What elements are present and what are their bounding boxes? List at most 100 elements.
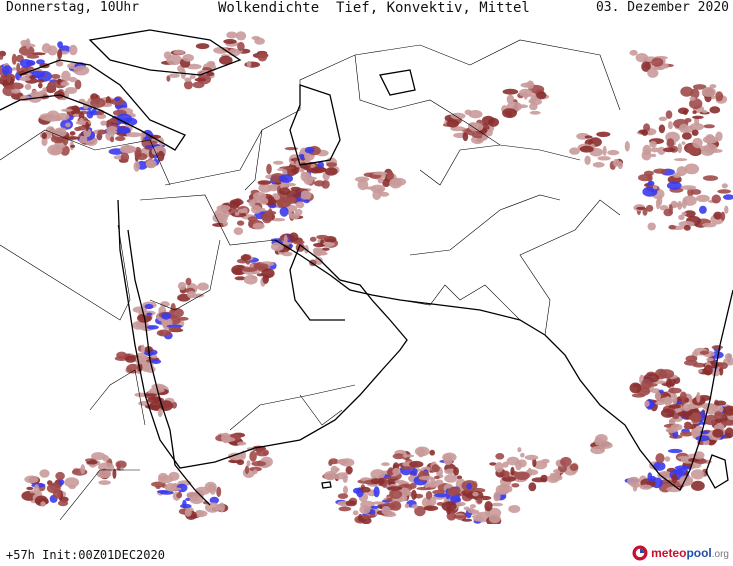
- cloud-patch: [78, 112, 85, 120]
- cloud-patch: [506, 94, 515, 105]
- cloud-patch: [281, 251, 293, 257]
- cloud-patch: [711, 95, 716, 100]
- cloud-patch: [720, 211, 726, 221]
- cloud-patch: [650, 475, 656, 482]
- cloud-patch: [653, 461, 666, 471]
- cloud-patch: [473, 516, 485, 522]
- forecast-date-label: 03. Dezember 2020: [595, 0, 729, 15]
- cloud-patch: [229, 199, 244, 206]
- cloud-patch: [723, 405, 733, 416]
- cloud-patch: [55, 60, 64, 67]
- cloud-patch: [251, 461, 266, 467]
- cloud-patch: [387, 486, 403, 491]
- cloud-patch: [371, 501, 386, 505]
- cloud-patch: [116, 462, 121, 471]
- cloud-patch: [658, 397, 675, 404]
- cloud-patch: [649, 140, 657, 148]
- cloud-patch: [679, 391, 687, 401]
- cloud-patch: [476, 497, 483, 504]
- cloud-patch: [147, 396, 163, 404]
- cloud-patch: [85, 121, 90, 132]
- cloud-patch: [305, 176, 318, 181]
- cloud-patch: [650, 388, 661, 394]
- cloud-patch: [289, 232, 299, 242]
- cloud-patch: [11, 88, 21, 94]
- cloud-patch: [717, 189, 732, 194]
- cloud-patch: [195, 43, 210, 50]
- cloud-patch: [642, 186, 658, 197]
- cloud-patch: [514, 471, 530, 481]
- cloud-patch: [400, 466, 416, 470]
- cloud-patch: [709, 106, 721, 114]
- cloud-patch: [83, 128, 91, 138]
- cloud-patch: [654, 391, 662, 401]
- cloud-patch: [120, 152, 130, 163]
- cloud-patch: [658, 369, 675, 379]
- cloud-patch: [411, 468, 418, 476]
- cloud-patch: [666, 181, 682, 190]
- cloud-patch: [506, 485, 513, 493]
- cloud-patch: [134, 149, 141, 159]
- cloud-patch: [643, 170, 654, 176]
- cloud-patch: [645, 204, 654, 212]
- cloud-patch: [434, 493, 448, 498]
- cloud-patch: [116, 126, 131, 135]
- cloud-patch: [64, 477, 80, 488]
- cloud-patch: [316, 234, 329, 240]
- cloud-patch: [233, 227, 244, 236]
- cloud-patch: [194, 77, 207, 82]
- cloud-patch: [665, 110, 673, 119]
- cloud-patch: [392, 453, 405, 460]
- cloud-patch: [132, 321, 144, 330]
- cloud-patch: [41, 137, 48, 146]
- cloud-patch: [29, 75, 36, 80]
- cloud-patch: [631, 393, 646, 398]
- cloud-patch: [560, 456, 572, 467]
- cloud-patch: [104, 468, 112, 473]
- cloud-patch: [125, 132, 142, 138]
- cloud-patch: [711, 345, 723, 350]
- cloud-patch: [40, 501, 46, 507]
- cloud-patch: [47, 45, 58, 56]
- cloud-patch: [699, 205, 707, 214]
- cloud-patch: [536, 91, 547, 100]
- cloud-patch: [629, 49, 638, 56]
- cloud-patch: [723, 194, 733, 200]
- cloud-patch: [16, 62, 21, 74]
- cloud-patch: [691, 429, 701, 438]
- cloud-patch: [69, 131, 76, 136]
- cloud-patch: [226, 31, 238, 39]
- cloud-patch: [468, 122, 484, 132]
- cloud-patch: [529, 110, 541, 115]
- cloud-patch: [629, 382, 642, 394]
- cloud-patch: [136, 356, 149, 361]
- cloud-patch: [655, 198, 661, 210]
- cloud-patch: [596, 131, 611, 137]
- cloud-patch: [300, 190, 312, 201]
- cloud-patch: [721, 183, 728, 189]
- cloud-patch: [696, 391, 701, 403]
- cloud-patch: [26, 54, 40, 59]
- cloud-patch: [261, 268, 275, 279]
- cloud-patch: [178, 316, 189, 321]
- cloud-patch: [170, 303, 176, 313]
- cloud-patch: [517, 447, 522, 453]
- cloud-patch: [163, 51, 172, 60]
- cloud-patch: [668, 224, 676, 230]
- cloud-patch: [96, 132, 103, 140]
- cloud-patch: [674, 465, 691, 471]
- cloud-patch: [677, 411, 693, 417]
- cloud-patch: [189, 495, 204, 505]
- cloud-patch: [46, 483, 61, 494]
- forecast-day-label: Donnerstag, 10Uhr: [6, 0, 140, 15]
- cloud-patch: [501, 476, 516, 482]
- cloud-patch: [540, 474, 548, 483]
- cloud-patch: [273, 160, 284, 165]
- cloud-patch: [550, 472, 559, 477]
- cloud-patch: [325, 167, 338, 176]
- cloud-patch: [642, 144, 652, 156]
- cloud-patch: [677, 456, 691, 460]
- cloud-patch: [644, 400, 650, 407]
- meteopool-logo[interactable]: meteopool.org: [632, 542, 729, 564]
- cloud-patch: [140, 344, 145, 354]
